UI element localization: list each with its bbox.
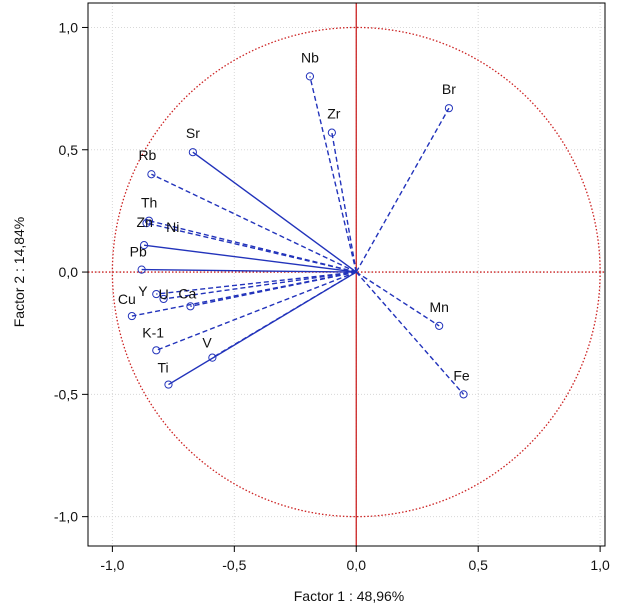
x-tick-label: 0,0 [347,557,367,573]
point-u [159,294,168,304]
y-tick-label: -0,5 [54,386,78,402]
label-br: Br [442,81,456,97]
label-k-1: K-1 [142,324,164,340]
plot-frame [87,2,606,547]
vector-y [156,271,357,295]
label-fe: Fe [453,367,470,383]
x-axis-title: Factor 1 : 48,96% [294,588,405,604]
point-br [444,104,454,113]
x-tick-label: 1,0 [590,557,610,573]
loading-vectors [131,76,465,395]
vector-k-1 [156,271,357,351]
label-v: V [202,335,212,351]
point-ti [164,380,173,389]
point-k-1 [152,346,161,355]
loading-points [127,72,468,399]
vector-mn [355,271,440,327]
point-v [208,353,217,362]
vector-ti [168,271,357,386]
label-pb: Pb [130,244,147,260]
label-rb: Rb [138,147,156,163]
y-axis-title: Factor 2 : 14,84% [11,217,27,328]
unit-circle-layer [88,3,605,546]
point-mn [435,321,444,330]
label-y: Y [138,283,148,299]
vector-nb [309,76,357,273]
point-pb [137,265,146,274]
label-nb: Nb [301,49,319,65]
vector-fe [355,271,465,395]
y-tick-label: 0,5 [59,142,79,158]
point-nb [305,72,315,81]
point-cu [127,311,136,321]
point-zn [142,219,151,228]
point-rb [147,170,156,179]
variable-labels: Nb Br Zr Sr Rb Th Zn Ni Pb Y U Ca Cu K-1 V Ti Mn Fe [118,49,470,383]
y-tick-label: 1,0 [59,19,79,35]
label-mn: Mn [429,299,448,315]
vector-zr [331,132,357,273]
point-zr [327,128,336,137]
label-cu: Cu [118,291,136,307]
vector-u [163,271,357,300]
y-tick-label: 0,0 [59,264,79,280]
label-zn: Zn [137,214,153,230]
vector-br [355,107,450,273]
x-tick-label: -1,0 [100,557,124,573]
point-th [144,216,154,225]
label-th: Th [141,195,157,211]
vector-sr [192,151,357,273]
label-ni: Ni [166,219,179,235]
label-ca: Ca [178,285,196,301]
y-tick-label: -1,0 [54,509,78,525]
vector-zn [146,222,357,273]
label-ti: Ti [157,360,168,376]
point-y [152,289,161,299]
point-sr [188,148,197,157]
vector-ni [144,244,357,273]
vector-pb [141,268,357,273]
vector-rb [151,173,357,273]
point-ni [139,241,149,250]
vector-cu [131,271,357,317]
axis-ticks: -1,0 -0,5 0,0 0,5 1,0 1,0 0,5 0,0 -0,5 -1,0 [54,19,610,573]
point-fe [459,390,468,399]
label-zr: Zr [327,106,341,122]
point-ca [186,302,195,311]
plot-frame-layer [87,2,606,547]
label-u: U [159,286,169,302]
x-tick-label: -0,5 [222,557,246,573]
x-tick-label: 0,5 [468,557,488,573]
label-sr: Sr [186,125,200,141]
